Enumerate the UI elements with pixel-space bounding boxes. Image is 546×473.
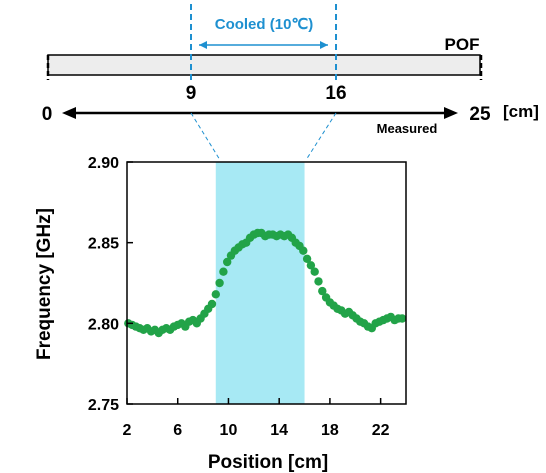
fiber-label: POF — [445, 35, 480, 54]
data-point — [207, 299, 217, 309]
position-label-cool-start: 9 — [186, 83, 197, 104]
data-point — [306, 261, 316, 270]
y-tick-label: 2.75 — [88, 397, 119, 414]
x-tick-label: 18 — [321, 422, 339, 439]
projection-line-right — [305, 112, 337, 161]
x-tick-label: 2 — [123, 422, 132, 439]
data-point — [314, 277, 323, 286]
x-tick-label: 14 — [270, 422, 288, 439]
y-tick-label: 2.90 — [88, 155, 119, 172]
position-label-end: 25 — [469, 104, 491, 125]
data-point — [398, 314, 407, 323]
data-point — [211, 290, 220, 299]
data-point — [215, 278, 224, 288]
y-ticks: 2.90 2.85 2.80 2.75 — [88, 155, 133, 414]
data-point — [302, 254, 312, 263]
x-tick-label: 22 — [372, 422, 390, 439]
cooled-arrowhead-left — [199, 41, 207, 49]
x-ticks: 2 6 10 14 18 22 — [123, 398, 390, 439]
position-arrowhead-right — [444, 107, 458, 119]
data-point — [223, 257, 232, 267]
data-point — [318, 286, 327, 296]
data-point — [299, 246, 308, 255]
y-axis-label: Frequency [GHz] — [34, 208, 55, 360]
cooled-region-marker: Cooled (10℃) — [190, 4, 337, 82]
data-point — [219, 267, 228, 276]
data-points — [124, 228, 407, 338]
cooled-label: Cooled (10℃) — [215, 16, 314, 33]
position-label-start: 0 — [42, 104, 53, 125]
x-tick-label: 10 — [220, 422, 238, 439]
plot-frame — [126, 161, 407, 405]
y-tick-label: 2.80 — [88, 316, 119, 333]
fiber-body — [47, 54, 481, 76]
position-axis: 0 9 16 25 [cm] Measured — [42, 83, 539, 136]
data-point — [310, 267, 319, 276]
frequency-chart: 2 6 10 14 18 22 2.90 2.85 2.80 2.75 Position [cm… — [34, 155, 407, 473]
projection-line-left — [190, 112, 221, 161]
x-tick-label: 6 — [173, 422, 182, 439]
cooled-arrowhead-right — [320, 41, 328, 49]
measured-label: Measured — [377, 121, 438, 136]
position-unit: [cm] — [503, 102, 539, 121]
x-axis-label: Position [cm] — [208, 452, 328, 473]
position-label-cool-end: 16 — [325, 83, 346, 104]
cooled-region-shade — [215, 162, 305, 404]
position-arrowhead-left — [62, 107, 76, 119]
y-tick-label: 2.85 — [88, 236, 119, 253]
fiber-schematic: POF — [46, 35, 483, 80]
